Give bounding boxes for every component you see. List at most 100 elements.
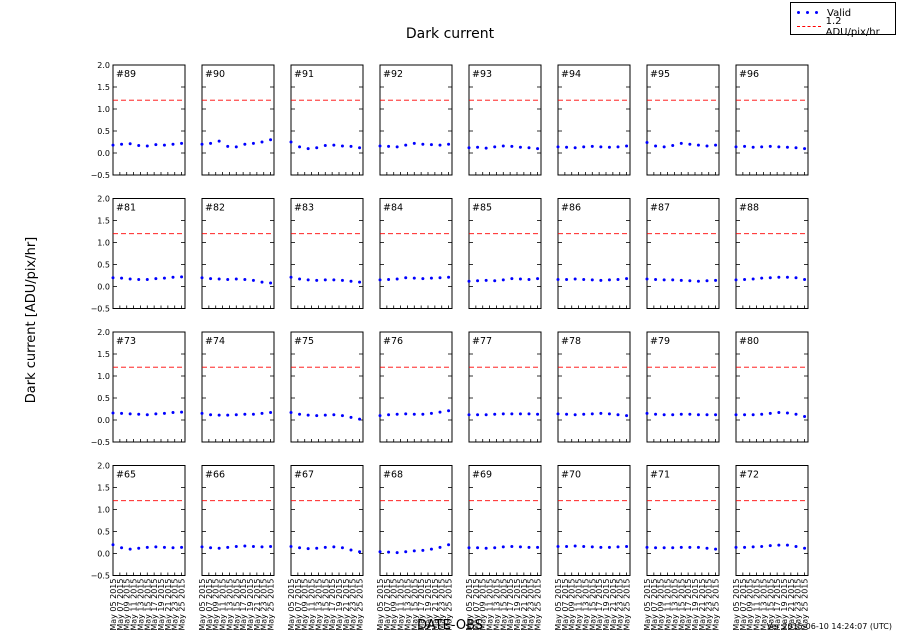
data-point	[315, 278, 319, 282]
data-point	[688, 142, 692, 146]
data-point	[269, 138, 273, 142]
legend-label-threshold: 1.2 ADU/pix/hr	[825, 16, 880, 38]
x-tick-label: May 13 2015	[136, 579, 145, 631]
data-point	[565, 412, 569, 416]
data-point	[671, 144, 675, 148]
data-point	[705, 144, 709, 148]
data-point	[467, 146, 471, 150]
data-point	[696, 279, 700, 283]
panel-frame	[646, 465, 720, 576]
data-point	[289, 411, 293, 415]
y-tick-label: 1.5	[97, 83, 110, 92]
data-point	[447, 543, 451, 547]
x-tick-label: May 07 2015	[650, 579, 659, 631]
legend-dashed-swatch	[795, 22, 821, 32]
data-point	[128, 277, 132, 281]
data-point	[654, 546, 658, 550]
data-point	[768, 276, 772, 280]
data-point	[332, 278, 336, 282]
panel: #93	[467, 64, 542, 176]
panel-label: #80	[739, 336, 759, 347]
panel-label: #82	[205, 203, 225, 214]
data-point	[645, 545, 649, 549]
panel-frame	[646, 198, 720, 309]
data-point	[111, 143, 115, 147]
data-point	[803, 277, 807, 281]
x-tick-label: May 07 2015	[383, 579, 392, 631]
x-tick-label: May 05 2015	[732, 579, 741, 631]
data-point	[217, 139, 221, 143]
data-point	[760, 412, 764, 416]
data-point	[467, 546, 471, 550]
panel: #77	[467, 331, 542, 443]
panel: #76	[378, 331, 453, 443]
data-point	[306, 547, 310, 551]
data-point	[794, 146, 798, 150]
data-point	[573, 277, 577, 281]
data-point	[378, 414, 382, 418]
data-point	[760, 145, 764, 149]
x-tick-label: May 19 2015	[157, 579, 166, 631]
x-tick-label: May 15 2015	[143, 579, 152, 631]
data-point	[671, 278, 675, 282]
data-point	[412, 549, 416, 553]
data-point	[510, 544, 514, 548]
data-point	[340, 144, 344, 148]
panel: #87	[645, 198, 720, 309]
data-point	[590, 545, 594, 549]
data-point	[518, 145, 522, 149]
panel: #80	[734, 331, 809, 443]
x-tick-label: May 11 2015	[575, 579, 584, 631]
data-point	[679, 141, 683, 145]
panel-frame	[112, 64, 186, 176]
data-point	[760, 544, 764, 548]
panel-label: #81	[116, 203, 136, 214]
data-point	[590, 144, 594, 148]
data-point	[777, 145, 781, 149]
data-point	[688, 412, 692, 416]
panel-label: #83	[294, 203, 314, 214]
data-point	[358, 146, 362, 150]
data-point	[162, 143, 166, 147]
x-tick-label: May 17 2015	[417, 579, 426, 631]
x-tick-label: May 19 2015	[691, 579, 700, 631]
data-point	[607, 145, 611, 149]
data-point	[582, 145, 586, 149]
data-point	[803, 546, 807, 550]
x-tick-label: May 21 2015	[520, 579, 529, 631]
x-tick-label: May 25 2015	[623, 579, 632, 631]
data-point	[162, 411, 166, 415]
x-tick-label: May 15 2015	[677, 579, 686, 631]
data-point	[493, 412, 497, 416]
data-point	[306, 278, 310, 282]
panel: #75	[289, 331, 364, 443]
panel-frame	[735, 331, 809, 443]
panel-frame	[735, 64, 809, 176]
data-point	[679, 278, 683, 282]
x-tick-label: May 13 2015	[225, 579, 234, 631]
y-tick-label: 0.5	[97, 528, 110, 537]
panel: #82	[200, 198, 275, 309]
x-tick-label: May 21 2015	[609, 579, 618, 631]
data-point	[315, 146, 319, 150]
data-point	[582, 412, 586, 416]
data-point	[476, 279, 480, 283]
x-tick-label: May 15 2015	[410, 579, 419, 631]
data-point	[315, 414, 319, 418]
panel: #83	[289, 198, 364, 309]
x-tick-label: May 09 2015	[568, 579, 577, 631]
data-point	[180, 545, 184, 549]
data-point	[120, 546, 124, 550]
data-point	[518, 412, 522, 416]
version-footer: Ver 2015-06-10 14:24:07 (UTC)	[767, 622, 892, 631]
data-point	[662, 413, 666, 417]
data-point	[209, 413, 213, 417]
data-point	[662, 145, 666, 149]
panel: #74	[200, 331, 275, 443]
data-point	[289, 140, 293, 144]
data-point	[625, 277, 629, 281]
